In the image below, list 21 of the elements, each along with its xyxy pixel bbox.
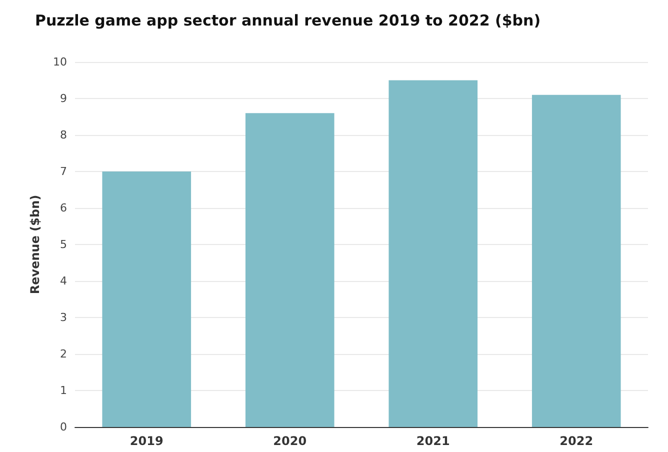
x-tick-label: 2022 bbox=[560, 434, 594, 448]
y-axis-title: Revenue ($bn) bbox=[28, 194, 42, 294]
y-tick-label: 2 bbox=[60, 348, 67, 360]
y-tick-label: 4 bbox=[60, 274, 67, 288]
bar bbox=[532, 94, 621, 427]
x-tick-label: 2021 bbox=[416, 434, 450, 448]
chart-title: Puzzle game app sector annual revenue 2019 to 2022 ($bn) bbox=[35, 12, 541, 30]
y-tick-label: 7 bbox=[60, 165, 67, 178]
y-tick-label: 5 bbox=[60, 238, 67, 251]
y-tick-label: 1 bbox=[60, 384, 67, 397]
y-tick-label: 6 bbox=[60, 202, 67, 214]
bar bbox=[388, 80, 478, 427]
y-tick-label: 10 bbox=[53, 56, 67, 68]
bar bbox=[245, 113, 334, 427]
bar bbox=[102, 172, 192, 427]
y-tick-label: 9 bbox=[60, 92, 67, 105]
y-tick-label: 3 bbox=[60, 311, 67, 324]
y-tick-label: 8 bbox=[60, 128, 67, 142]
x-tick-label: 2020 bbox=[273, 434, 307, 448]
y-tick-label: 0 bbox=[60, 420, 67, 434]
x-tick-label: 2019 bbox=[130, 434, 164, 448]
